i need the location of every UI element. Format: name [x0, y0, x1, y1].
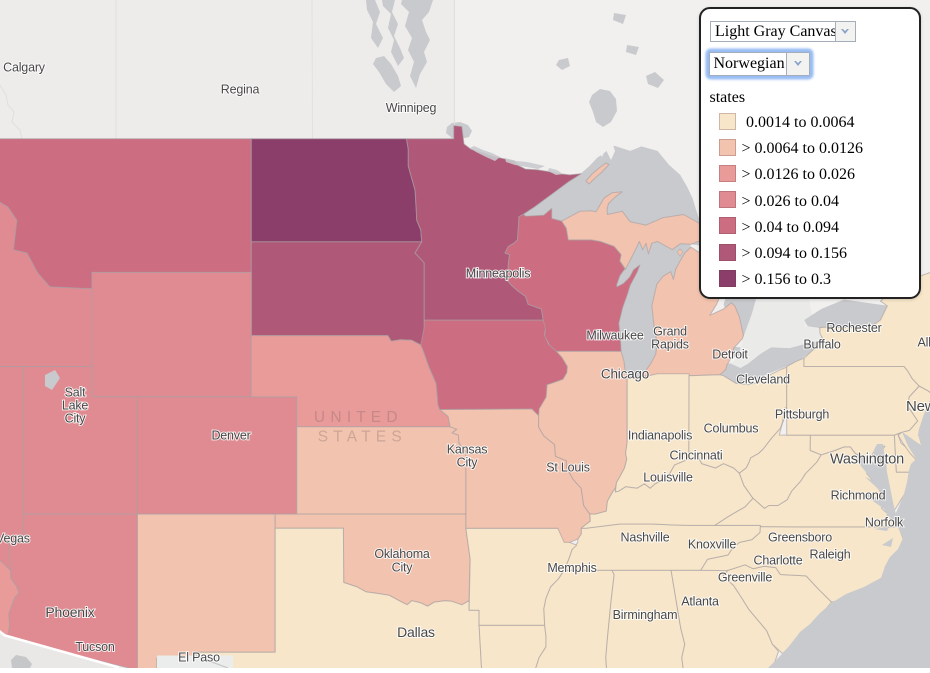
svg-text:Calgary: Calgary	[3, 60, 46, 74]
svg-text:Salt: Salt	[65, 385, 86, 399]
svg-text:Albany: Albany	[917, 335, 930, 349]
svg-text:Pittsburgh: Pittsburgh	[775, 407, 830, 421]
svg-text:Phoenix: Phoenix	[45, 604, 94, 620]
svg-text:Winnipeg: Winnipeg	[386, 101, 437, 115]
svg-text:Norfolk: Norfolk	[865, 515, 904, 529]
svg-text:Charlotte: Charlotte	[754, 553, 803, 567]
svg-text:Grand: Grand	[653, 324, 687, 338]
svg-text:Tucson: Tucson	[75, 640, 115, 654]
svg-text:Vegas: Vegas	[0, 531, 30, 545]
svg-text:City: City	[392, 560, 414, 574]
svg-text:Lake: Lake	[62, 398, 89, 412]
svg-text:Denver: Denver	[211, 428, 250, 442]
svg-text:Indianapolis: Indianapolis	[628, 428, 692, 442]
svg-text:Richmond: Richmond	[831, 488, 886, 502]
svg-text:Buffalo: Buffalo	[803, 337, 841, 351]
svg-text:Rapids: Rapids	[651, 337, 689, 351]
svg-text:Milwaukee: Milwaukee	[586, 328, 643, 342]
svg-text:U N I T E D: U N I T E D	[314, 409, 398, 426]
svg-text:Raleigh: Raleigh	[810, 547, 851, 561]
svg-text:Cincinnati: Cincinnati	[670, 448, 723, 462]
svg-text:Greensboro: Greensboro	[768, 530, 832, 544]
svg-text:Kansas: Kansas	[447, 442, 488, 456]
svg-text:Memphis: Memphis	[547, 561, 596, 575]
svg-text:Birmingham: Birmingham	[613, 608, 678, 622]
svg-text:Cleveland: Cleveland	[736, 372, 790, 386]
svg-text:Nashville: Nashville	[621, 530, 670, 544]
svg-text:Washington: Washington	[830, 452, 904, 468]
svg-text:Oklahoma: Oklahoma	[374, 547, 430, 561]
svg-text:New York: New York	[906, 398, 930, 415]
svg-text:El Paso: El Paso	[178, 650, 220, 664]
svg-text:Minneapolis: Minneapolis	[466, 266, 531, 280]
svg-text:City: City	[65, 411, 87, 425]
svg-text:Atlanta: Atlanta	[681, 594, 719, 608]
svg-text:Detroit: Detroit	[712, 347, 748, 361]
svg-text:Greenville: Greenville	[718, 570, 773, 584]
svg-text:St Louis: St Louis	[546, 460, 590, 474]
svg-text:Rochester: Rochester	[826, 321, 881, 335]
svg-text:Louisville: Louisville	[643, 470, 693, 484]
svg-text:City: City	[457, 455, 479, 469]
svg-text:S T A T E S: S T A T E S	[318, 429, 403, 446]
svg-text:Chicago: Chicago	[601, 367, 649, 382]
svg-text:Columbus: Columbus	[704, 421, 759, 435]
svg-text:Regina: Regina	[221, 82, 260, 96]
svg-text:Dallas: Dallas	[397, 624, 435, 640]
svg-text:Knoxville: Knoxville	[688, 537, 736, 551]
